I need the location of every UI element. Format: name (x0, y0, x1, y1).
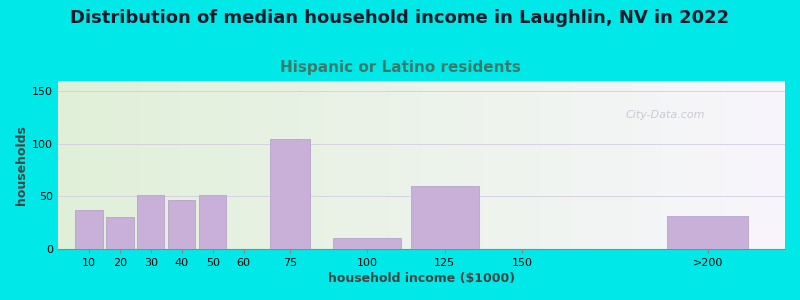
Y-axis label: households: households (15, 125, 28, 205)
X-axis label: household income ($1000): household income ($1000) (328, 272, 515, 285)
Bar (138, 195, 165, 249)
Bar (168, 200, 195, 249)
Text: Distribution of median household income in Laughlin, NV in 2022: Distribution of median household income … (70, 9, 730, 27)
Bar (199, 195, 226, 249)
Text: City-Data.com: City-Data.com (625, 110, 705, 120)
Bar (667, 216, 749, 249)
Text: Hispanic or Latino residents: Hispanic or Latino residents (279, 60, 521, 75)
Bar (75, 210, 102, 249)
Bar (270, 139, 310, 249)
Bar (106, 217, 134, 249)
Bar (410, 186, 478, 249)
Bar (334, 238, 402, 249)
